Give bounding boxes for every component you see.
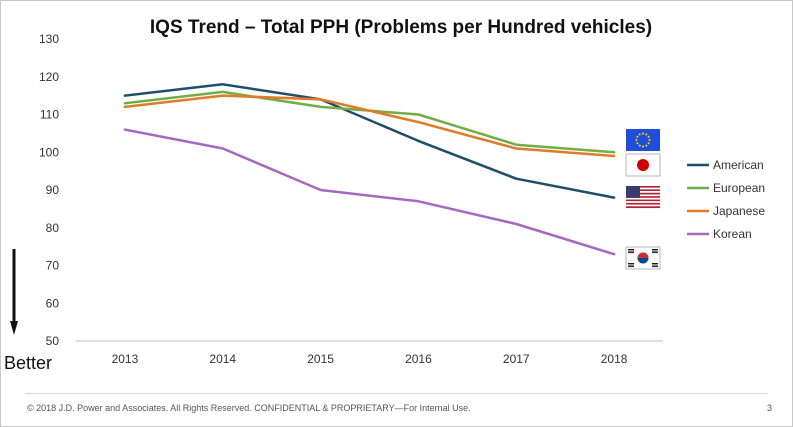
x-axis: 2013 2014 2015 2016 2017 2018: [76, 340, 663, 366]
page-number: 3: [766, 403, 772, 413]
y-tick-label: 50: [46, 334, 60, 348]
y-tick-label: 80: [46, 221, 60, 235]
x-tick-label: 2013: [112, 352, 139, 366]
korea-flag-icon: [625, 246, 661, 270]
legend-label: American: [713, 158, 764, 172]
japan-flag-icon: [625, 153, 661, 177]
legend: American European Japanese Korean: [687, 158, 765, 241]
x-tick-label: 2017: [503, 352, 530, 366]
flags: [625, 129, 661, 270]
x-tick-label: 2015: [307, 352, 334, 366]
better-label: Better: [4, 353, 53, 373]
x-tick-label: 2016: [405, 352, 432, 366]
x-tick-label: 2018: [601, 352, 628, 366]
line-chart: IQS Trend – Total PPH (Problems per Hund…: [39, 17, 765, 366]
legend-label: Korean: [713, 227, 752, 241]
series-line-japanese: [123, 94, 616, 158]
y-tick-label: 110: [40, 108, 59, 122]
legend-label: European: [713, 181, 765, 195]
y-axis: 50 60 70 80 90 100 110 120 130: [39, 32, 59, 348]
y-tick-label: 100: [39, 145, 59, 159]
chart-title: IQS Trend – Total PPH (Problems per Hund…: [150, 17, 652, 38]
y-tick-label: 60: [46, 296, 60, 310]
series-lines: [123, 83, 616, 256]
footer-copyright: © 2018 J.D. Power and Associates. All Ri…: [27, 403, 471, 413]
y-tick-label: 70: [46, 259, 60, 273]
x-tick-label: 2014: [209, 352, 236, 366]
legend-label: Japanese: [713, 204, 765, 218]
down-arrow-icon: [10, 249, 18, 335]
eu-flag-icon: [626, 129, 660, 151]
y-tick-label: 90: [46, 183, 60, 197]
us-flag-icon: [626, 186, 660, 209]
series-line-korean: [123, 128, 616, 256]
footer-divider: [25, 393, 768, 394]
series-line-american: [123, 83, 616, 199]
y-tick-label: 130: [39, 32, 59, 46]
y-tick-label: 120: [39, 70, 59, 84]
